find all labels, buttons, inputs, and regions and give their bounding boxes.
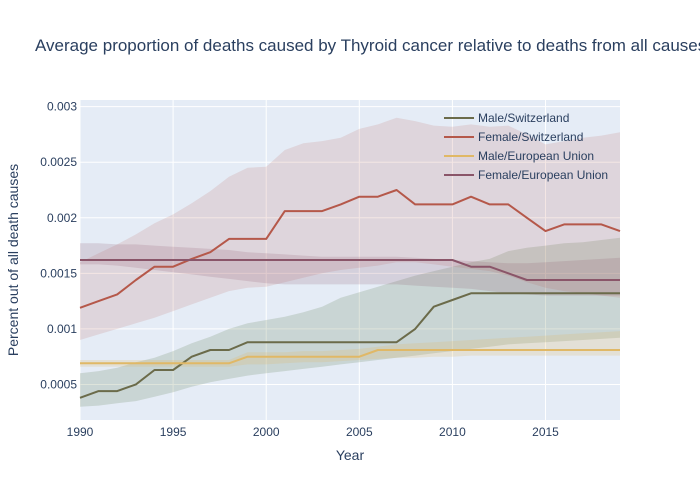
legend-item[interactable]: Female/European Union xyxy=(444,168,608,182)
y-tick-label: 0.0005 xyxy=(40,377,77,391)
x-axis-ticks: 1990 1995 2000 2005 2010 2015 xyxy=(67,425,560,439)
legend-label: Male/Switzerland xyxy=(478,111,569,125)
series-lines xyxy=(79,189,621,399)
confidence-band-2 xyxy=(80,331,620,367)
series-line-3[interactable] xyxy=(80,259,620,281)
y-axis-title: Percent out of all death causes xyxy=(5,164,21,356)
series-line-2[interactable] xyxy=(80,349,620,365)
confidence-band-0 xyxy=(80,237,620,407)
chart-title: Average proportion of deaths caused by T… xyxy=(35,36,700,55)
x-axis-title: Year xyxy=(336,447,365,463)
legend-label: Female/European Union xyxy=(478,168,608,182)
legend-item[interactable]: Male/Switzerland xyxy=(444,111,569,125)
x-tick-label: 1990 xyxy=(67,425,94,439)
legend-label: Male/European Union xyxy=(478,149,594,163)
y-tick-label: 0.0015 xyxy=(40,266,77,280)
y-tick-label: 0.001 xyxy=(47,322,77,336)
legend-item[interactable]: Male/European Union xyxy=(444,149,594,163)
x-tick-label: 2005 xyxy=(346,425,373,439)
series-line-1[interactable] xyxy=(79,189,621,309)
plot-area xyxy=(79,100,621,420)
y-tick-label: 0.002 xyxy=(47,211,77,225)
series-line-0[interactable] xyxy=(79,292,620,399)
x-tick-label: 1995 xyxy=(160,425,187,439)
confidence-bands xyxy=(80,117,620,407)
confidence-band-1 xyxy=(80,117,620,340)
x-tick-label: 2000 xyxy=(253,425,280,439)
y-tick-label: 0.0025 xyxy=(40,155,77,169)
x-tick-label: 2010 xyxy=(439,425,466,439)
x-tick-label: 2015 xyxy=(532,425,559,439)
legend-item[interactable]: Female/Switzerland xyxy=(444,130,583,144)
grid-lines xyxy=(79,100,620,420)
legend[interactable]: Male/Switzerland Female/Switzerland Male/E… xyxy=(444,111,608,182)
confidence-band-3 xyxy=(80,243,620,296)
y-axis-ticks: 0.0005 0.001 0.0015 0.002 0.0025 0.003 xyxy=(40,100,77,392)
y-tick-label: 0.003 xyxy=(47,100,77,114)
legend-label: Female/Switzerland xyxy=(478,130,583,144)
